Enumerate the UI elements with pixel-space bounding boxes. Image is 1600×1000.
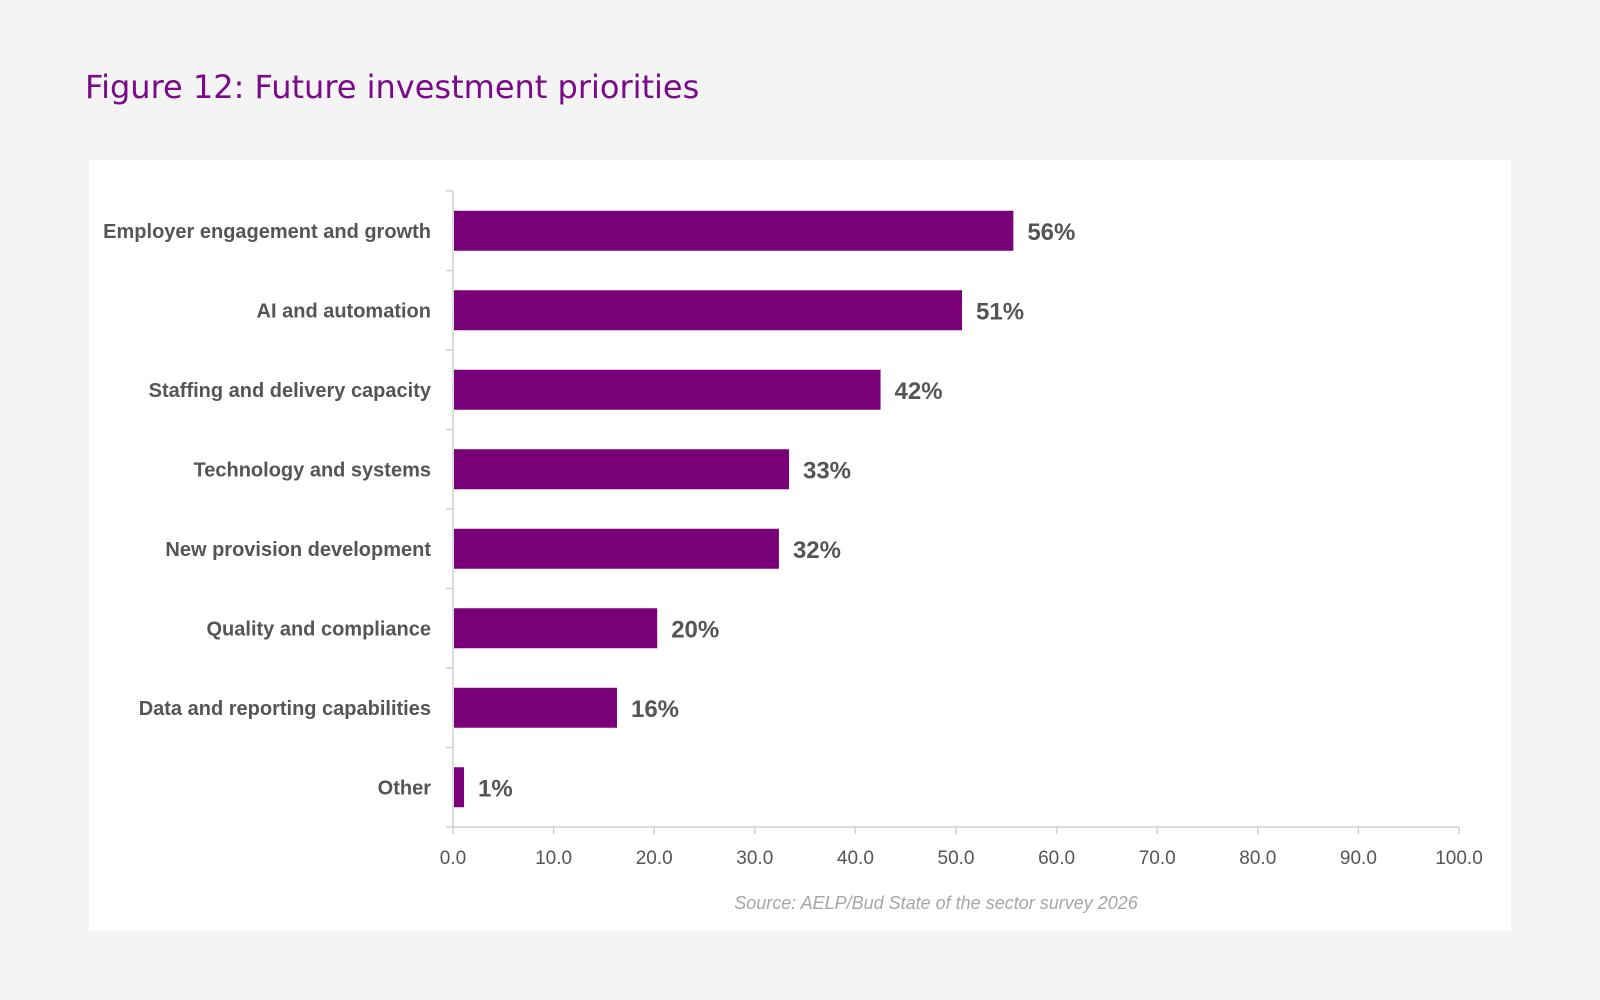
data-label: 20% (671, 616, 719, 643)
data-label: 56% (1027, 219, 1075, 246)
bars (454, 210, 1014, 808)
category-label: Data and reporting capabilities (139, 698, 431, 720)
figure-title: Figure 12: Future investment priorities (85, 68, 700, 106)
bar (454, 290, 963, 331)
data-label: 16% (631, 696, 679, 723)
value-labels: 56% 51% 42% 33% 32% 20% 16% 1% (478, 219, 1075, 803)
category-label: Other (378, 777, 432, 799)
bar (454, 528, 779, 569)
category-label: Quality and compliance (206, 618, 431, 640)
x-tick-label: 10.0 (535, 848, 572, 869)
x-tick-label: 90.0 (1340, 848, 1377, 869)
x-tick-label: 40.0 (837, 848, 874, 869)
bar (454, 608, 658, 649)
bar (454, 210, 1014, 251)
data-label: 33% (803, 457, 851, 484)
category-label: Technology and systems (194, 459, 431, 481)
bar (454, 369, 881, 410)
x-tick-label: 70.0 (1139, 848, 1176, 869)
x-tick-label: 50.0 (938, 848, 975, 869)
bar (454, 687, 617, 728)
x-tick-label: 100.0 (1435, 848, 1483, 869)
x-tick-label: 0.0 (440, 848, 466, 869)
category-label: New provision development (165, 539, 431, 561)
category-label: AI and automation (257, 300, 431, 322)
source-note: Source: AELP/Bud State of the sector sur… (734, 893, 1139, 913)
x-tick-labels: 0.0 10.0 20.0 30.0 40.0 50.0 60.0 70.0 80.0 90.0 1… (440, 848, 1483, 869)
bar (454, 767, 465, 808)
axes (446, 190, 1460, 834)
data-label: 42% (895, 378, 943, 405)
category-label: Staffing and delivery capacity (149, 380, 432, 402)
data-label: 32% (793, 537, 841, 564)
x-tick-label: 80.0 (1239, 848, 1276, 869)
category-labels: Employer engagement and growth AI and aut… (103, 221, 432, 800)
category-label: Employer engagement and growth (103, 221, 431, 243)
data-label: 51% (976, 298, 1024, 325)
bar-chart: Employer engagement and growth AI and aut… (103, 190, 1483, 913)
x-tick-label: 20.0 (636, 848, 673, 869)
data-label: 1% (478, 775, 513, 802)
x-tick-label: 60.0 (1038, 848, 1075, 869)
bar (454, 449, 789, 490)
x-tick-label: 30.0 (736, 848, 773, 869)
chart-panel: Employer engagement and growth AI and aut… (89, 160, 1511, 931)
